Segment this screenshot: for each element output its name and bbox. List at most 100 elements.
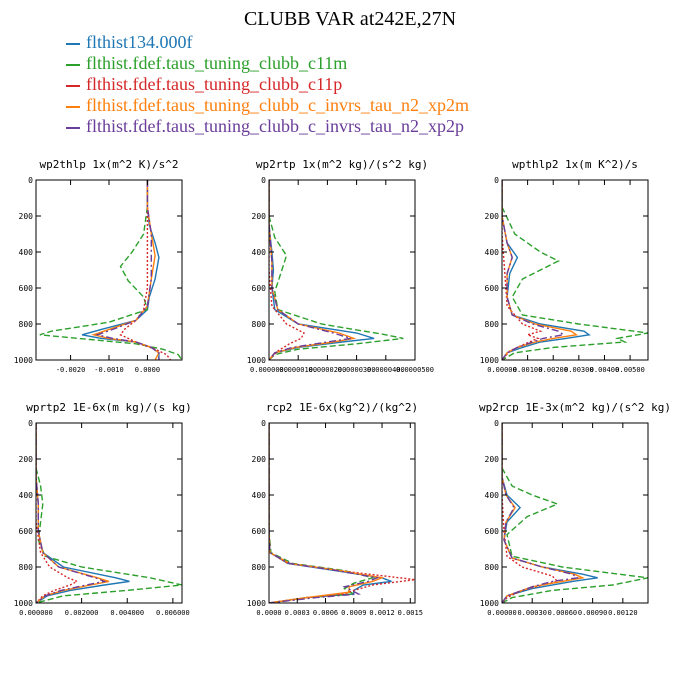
- series-line: [95, 180, 160, 360]
- x-tick-label: 0.000000: [19, 609, 53, 617]
- y-tick-label: 800: [485, 320, 500, 329]
- y-tick-label: 400: [19, 491, 34, 500]
- legend-swatch: [66, 42, 80, 45]
- chart-panel-5: rcp2 1E-6x(kg^2)/(kg^2)0 200 400 600 800 1000…: [247, 401, 423, 617]
- series-line: [269, 180, 404, 360]
- y-tick-label: 600: [252, 527, 267, 536]
- chart-panel-4: wprtp2 1E-6x(m kg)/(s kg) 0 200 400 600 800 10…: [14, 401, 192, 617]
- series-line: [269, 423, 380, 603]
- y-tick-label: 600: [19, 284, 34, 293]
- chart-panel-3: wpthlp2 1x(m K^2)/s020040060080010000.00…: [480, 158, 649, 374]
- x-tick-label: 0.0000000: [250, 366, 288, 374]
- x-tick-label: 0.00300: [564, 366, 594, 374]
- y-tick-label: 400: [252, 248, 267, 257]
- legend-label: flthist.fdef.taus_tuning_clubb_c_invrs_t…: [86, 95, 469, 115]
- plot-frame: [268, 179, 416, 361]
- y-tick-label: 600: [19, 527, 34, 536]
- x-tick-label: 0.00120: [608, 609, 638, 617]
- x-tick-label: 0.0012: [369, 609, 394, 617]
- y-tick-label: 400: [19, 248, 34, 257]
- legend-swatch: [66, 63, 80, 66]
- y-tick-label: 0: [261, 176, 266, 185]
- plot-frame: [35, 422, 183, 604]
- series-line: [502, 180, 591, 360]
- series-line: [502, 423, 580, 603]
- series-line: [502, 423, 585, 603]
- x-tick-label: 0.00400: [590, 366, 620, 374]
- series-line: [91, 180, 160, 360]
- x-tick-label: 0.00100: [513, 366, 543, 374]
- y-tick-label: 400: [485, 491, 500, 500]
- figure-title: CLUBB VAR at242E,27N: [243, 8, 457, 30]
- chart-title: wp2thlp 1x(m^2 K)/s^2: [39, 158, 178, 171]
- x-tick-label: 0.00500: [615, 366, 645, 374]
- y-tick-label: 600: [485, 527, 500, 536]
- series-line: [269, 180, 305, 360]
- plot-frame: [501, 422, 649, 604]
- legend-label: flthist.fdef.taus_tuning_clubb_c11p: [86, 74, 343, 94]
- y-tick-label: 800: [252, 563, 267, 572]
- series-line: [36, 423, 182, 603]
- y-tick-label: 200: [485, 212, 500, 221]
- x-tick-label: 0.0000500: [396, 366, 434, 374]
- x-tick-label: 0.0000100: [279, 366, 317, 374]
- plot-frame: [501, 179, 649, 361]
- legend-label: flthist.fdef.taus_tuning_clubb_c_invrs_t…: [86, 116, 464, 136]
- series-line: [39, 180, 182, 360]
- legend-item: flthist.fdef.taus_tuning_clubb_c_invrs_t…: [66, 95, 469, 116]
- legend-item: flthist134.000f: [66, 32, 469, 53]
- y-tick-label: 800: [485, 563, 500, 572]
- y-tick-label: 1000: [247, 599, 266, 608]
- y-tick-label: 1000: [480, 599, 499, 608]
- y-tick-label: 400: [485, 248, 500, 257]
- y-tick-label: 200: [19, 212, 34, 221]
- y-tick-label: 800: [252, 320, 267, 329]
- x-tick-label: 0.0000400: [367, 366, 405, 374]
- y-tick-label: 200: [19, 455, 34, 464]
- x-tick-label: 0.0000: [256, 609, 281, 617]
- y-tick-label: 0: [28, 176, 33, 185]
- chart-title: wprtp2 1E-6x(m kg)/(s kg): [26, 401, 192, 414]
- series-line: [502, 180, 579, 360]
- legend-label: flthist.fdef.taus_tuning_clubb_c11m: [86, 53, 348, 73]
- x-tick-label: 0.00030: [517, 609, 547, 617]
- series-line: [502, 180, 648, 360]
- y-tick-label: 0: [28, 419, 33, 428]
- plot-frame: [35, 179, 183, 361]
- legend-item: flthist.fdef.taus_tuning_clubb_c11m: [66, 53, 469, 74]
- y-tick-label: 1000: [14, 356, 33, 365]
- y-tick-label: 200: [485, 455, 500, 464]
- y-tick-label: 200: [252, 455, 267, 464]
- y-tick-label: 1000: [14, 599, 33, 608]
- series-line: [269, 423, 415, 603]
- x-tick-label: 0.0009: [341, 609, 366, 617]
- chart-panel-1: wp2thlp 1x(m^2 K)/s^2 0 200 400 600 800 1000 -0…: [14, 158, 183, 374]
- x-tick-label: 0.00090: [578, 609, 608, 617]
- legend-swatch: [66, 126, 80, 129]
- x-tick-label: 0.0000: [135, 366, 160, 374]
- series-line: [269, 423, 385, 603]
- x-tick-label: 0.0006: [313, 609, 338, 617]
- legend-item: flthist.fdef.taus_tuning_clubb_c_invrs_t…: [66, 116, 469, 137]
- x-tick-label: 0.002000: [65, 609, 99, 617]
- x-tick-label: -0.0010: [94, 366, 124, 374]
- y-tick-label: 800: [19, 563, 34, 572]
- y-tick-label: 1000: [247, 356, 266, 365]
- x-tick-label: 0.0015: [398, 609, 423, 617]
- series-line: [502, 423, 648, 603]
- series-line: [269, 180, 375, 360]
- series-line: [36, 423, 107, 603]
- series-line: [36, 423, 130, 603]
- x-tick-label: 0.00000: [487, 366, 517, 374]
- y-tick-label: 600: [485, 284, 500, 293]
- x-tick-label: 0.006000: [156, 609, 190, 617]
- series-line: [269, 423, 376, 603]
- series-line: [36, 423, 110, 603]
- y-tick-label: 0: [261, 419, 266, 428]
- legend-item: flthist.fdef.taus_tuning_clubb_c11p: [66, 74, 469, 95]
- y-tick-label: 1000: [480, 356, 499, 365]
- x-tick-label: 0.004000: [110, 609, 144, 617]
- x-tick-label: 0.0003: [285, 609, 310, 617]
- y-tick-label: 800: [19, 320, 34, 329]
- series-line: [119, 180, 172, 360]
